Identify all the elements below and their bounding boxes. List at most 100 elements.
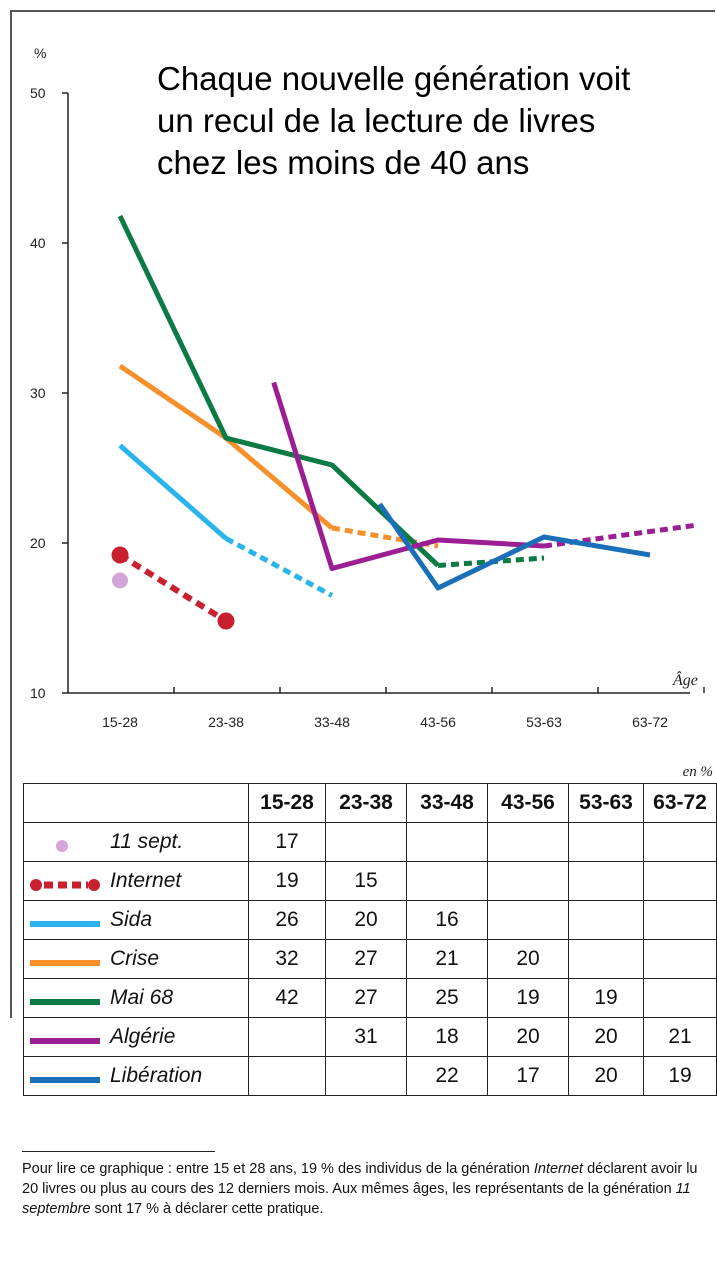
table-row: Mai 68 42 27 25 19 19 bbox=[23, 978, 717, 1018]
series-label: Libération bbox=[110, 1064, 203, 1087]
table-corner-cell bbox=[23, 783, 249, 823]
table-row-label: Crise bbox=[23, 939, 249, 979]
table-cell: 26 bbox=[248, 900, 326, 940]
footnote-divider bbox=[22, 1151, 215, 1152]
table-row-label: Algérie bbox=[23, 1017, 249, 1057]
table-cell: 32 bbox=[248, 939, 326, 979]
series-label: Algérie bbox=[110, 1025, 176, 1048]
table-row: Internet 19 15 bbox=[23, 861, 717, 901]
table-cell bbox=[643, 822, 717, 862]
y-axis-label: % bbox=[34, 45, 46, 61]
table-cell bbox=[248, 1056, 326, 1096]
table-cell bbox=[325, 1056, 407, 1096]
y-tick-label: 40 bbox=[30, 235, 46, 251]
series-label: Crise bbox=[110, 947, 160, 970]
table-cell: 20 bbox=[568, 1056, 644, 1096]
legend-swatch bbox=[30, 835, 100, 853]
x-tick-label: 15-28 bbox=[102, 714, 138, 730]
chart-title: Chaque nouvelle génération voit un recul… bbox=[157, 58, 707, 184]
table-cell bbox=[406, 861, 488, 901]
y-tick-label: 20 bbox=[30, 535, 46, 551]
table-header: 43-56 bbox=[487, 783, 569, 823]
x-tick-label: 53-63 bbox=[526, 714, 562, 730]
footnote-prefix: Pour lire ce graphique : entre 15 et 28 … bbox=[22, 1161, 534, 1177]
legend-swatch bbox=[30, 1069, 100, 1084]
figure-frame bbox=[10, 10, 715, 1018]
x-tick-label: 23-38 bbox=[208, 714, 244, 730]
legend-swatch bbox=[30, 1030, 100, 1045]
footnote: Pour lire ce graphique : entre 15 et 28 … bbox=[22, 1159, 712, 1219]
table-cell bbox=[487, 822, 569, 862]
series-line bbox=[118, 552, 228, 624]
table-cell: 19 bbox=[487, 978, 569, 1018]
table-cell: 31 bbox=[325, 1017, 407, 1057]
table-cell: 17 bbox=[487, 1056, 569, 1096]
footnote-em-internet: Internet bbox=[533, 1161, 584, 1177]
legend-swatch bbox=[30, 913, 100, 928]
table-row-label: Libération bbox=[23, 1056, 249, 1096]
table-cell: 27 bbox=[325, 978, 407, 1018]
table-header: 63-72 bbox=[643, 783, 717, 823]
chart-title-line-1: Chaque nouvelle génération voit bbox=[157, 60, 631, 97]
series-line bbox=[117, 214, 440, 568]
table-cell: 16 bbox=[406, 900, 488, 940]
table-cell: 21 bbox=[406, 939, 488, 979]
table-unit: en % bbox=[682, 764, 713, 780]
table-row-label: Internet bbox=[23, 861, 249, 901]
table-header: 23-38 bbox=[325, 783, 407, 823]
data-point bbox=[111, 546, 129, 564]
legend-swatch bbox=[30, 991, 100, 1006]
table-header: 15-28 bbox=[248, 783, 326, 823]
table-cell: 20 bbox=[487, 1017, 569, 1057]
series-label: Mai 68 bbox=[110, 986, 174, 1009]
series-line bbox=[118, 443, 228, 541]
table-cell bbox=[487, 900, 569, 940]
table-cell bbox=[487, 861, 569, 901]
line-chart: 10 20 30 40 50% Âge 15-28 23-38 33-48 43-56 53-63 6… bbox=[30, 45, 705, 730]
table-cell: 17 bbox=[248, 822, 326, 862]
chart-axes: 10 20 30 40 50% Âge 15-28 23-38 33-48 43-56 53-63 6… bbox=[30, 45, 705, 730]
table-row: Sida 26 20 16 bbox=[23, 900, 717, 940]
table-cell bbox=[568, 900, 644, 940]
table-header: 53-63 bbox=[568, 783, 644, 823]
table-row: Crise 32 27 21 20 bbox=[23, 939, 717, 979]
table-cell: 20 bbox=[325, 900, 407, 940]
series-label: Sida bbox=[110, 908, 153, 931]
chart-series bbox=[111, 214, 699, 630]
table-body: 11 sept. 17 Internet 19 15 Sida 26 20 16 Crise 32 2… bbox=[23, 822, 717, 1096]
table-cell bbox=[568, 861, 644, 901]
x-tick-label: 43-56 bbox=[420, 714, 456, 730]
series-label: Internet bbox=[110, 869, 182, 892]
chart-title-line-2: un recul de la lecture de livres bbox=[157, 102, 596, 139]
series-line bbox=[377, 502, 651, 591]
chart-title-line-3: chez les moins de 40 ans bbox=[157, 144, 530, 181]
table-cell: 18 bbox=[406, 1017, 488, 1057]
series-line-dashed bbox=[224, 536, 334, 598]
table-cell: 25 bbox=[406, 978, 488, 1018]
table-cell: 19 bbox=[248, 861, 326, 901]
y-tick-label: 10 bbox=[30, 685, 46, 701]
series-label: 11 sept. bbox=[110, 830, 184, 853]
legend-swatch bbox=[30, 952, 100, 967]
legend-swatch bbox=[30, 874, 100, 892]
y-tick-label: 50 bbox=[30, 85, 46, 101]
table-cell: 27 bbox=[325, 939, 407, 979]
table-cell bbox=[568, 822, 644, 862]
table-row-label: 11 sept. bbox=[23, 822, 249, 862]
table-cell bbox=[643, 900, 717, 940]
series-line bbox=[271, 381, 545, 571]
table-row: 11 sept. 17 bbox=[23, 822, 717, 862]
table-cell: 21 bbox=[643, 1017, 717, 1057]
table-cell bbox=[643, 978, 717, 1018]
table-cell: 42 bbox=[248, 978, 326, 1018]
table-cell bbox=[643, 939, 717, 979]
table-cell: 15 bbox=[325, 861, 407, 901]
table-row-label: Mai 68 bbox=[23, 978, 249, 1018]
table-row: Algérie 31 18 20 20 21 bbox=[23, 1017, 717, 1057]
table-cell: 20 bbox=[487, 939, 569, 979]
table-cell bbox=[568, 939, 644, 979]
series-line bbox=[118, 363, 334, 530]
footnote-suffix: sont 17 % à déclarer cette pratique. bbox=[90, 1201, 324, 1217]
x-tick-label: 33-48 bbox=[314, 714, 350, 730]
data-point bbox=[217, 612, 235, 630]
